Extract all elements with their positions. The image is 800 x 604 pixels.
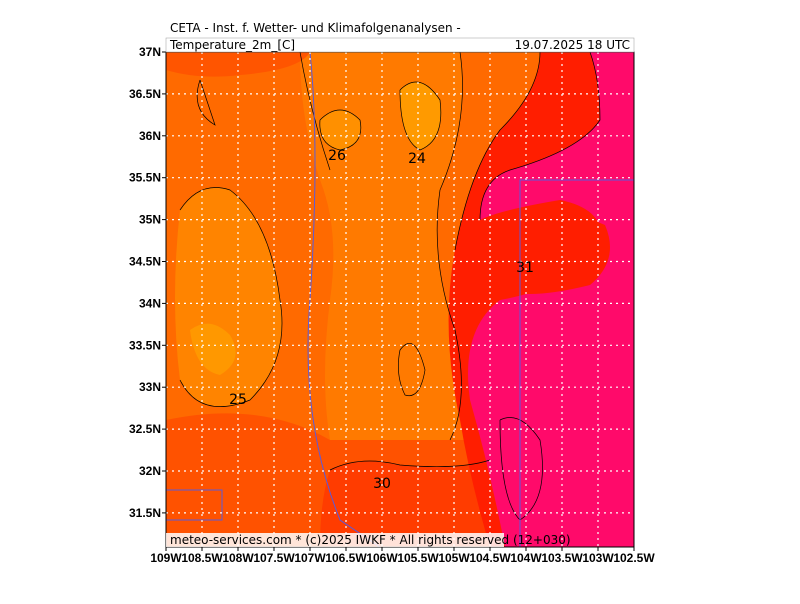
contour-label: 24 <box>408 151 426 167</box>
lon-label: 102.5W <box>613 551 655 565</box>
title: CETA - Inst. f. Wetter- und Klimafolgena… <box>170 21 461 35</box>
lon-label: 105W <box>438 551 470 565</box>
valid-time: 19.07.2025 18 UTC <box>515 38 630 52</box>
lon-label: 104W <box>510 551 542 565</box>
footer: meteo-services.com * (c)2025 IWKF * All … <box>170 533 571 547</box>
lat-label: 36.5N <box>129 87 161 101</box>
lat-label: 35N <box>139 213 161 227</box>
lon-label: 104.5W <box>469 551 511 565</box>
temperature-field <box>166 52 634 547</box>
lon-label: 106W <box>366 551 398 565</box>
lon-label: 105.5W <box>397 551 439 565</box>
lon-label: 108.5W <box>181 551 223 565</box>
contour-label: 30 <box>373 476 391 492</box>
header-bar <box>165 37 635 53</box>
lat-label: 32N <box>139 464 161 478</box>
contour-label: 25 <box>229 392 247 408</box>
lat-label: 32.5N <box>129 422 161 436</box>
lat-label: 37N <box>139 45 161 59</box>
lon-label: 108W <box>222 551 254 565</box>
field-name: Temperature_2m_[C] <box>169 38 295 52</box>
lat-label: 34.5N <box>129 255 161 269</box>
lon-label: 103W <box>582 551 614 565</box>
lat-label: 33N <box>139 380 161 394</box>
lon-label: 107W <box>294 551 326 565</box>
lon-label: 107.5W <box>253 551 295 565</box>
contour-label: 26 <box>328 148 346 164</box>
lat-label: 31.5N <box>129 506 161 520</box>
lat-label: 34N <box>139 296 161 310</box>
footer-bg <box>166 533 504 547</box>
contour-label: 31 <box>516 260 534 276</box>
lat-label: 36N <box>139 129 161 143</box>
lon-label: 103.5W <box>541 551 583 565</box>
lon-label: 109W <box>150 551 182 565</box>
grid <box>162 51 635 551</box>
lat-label: 35.5N <box>129 171 161 185</box>
lat-label: 33.5N <box>129 338 161 352</box>
lon-label: 106.5W <box>325 551 367 565</box>
